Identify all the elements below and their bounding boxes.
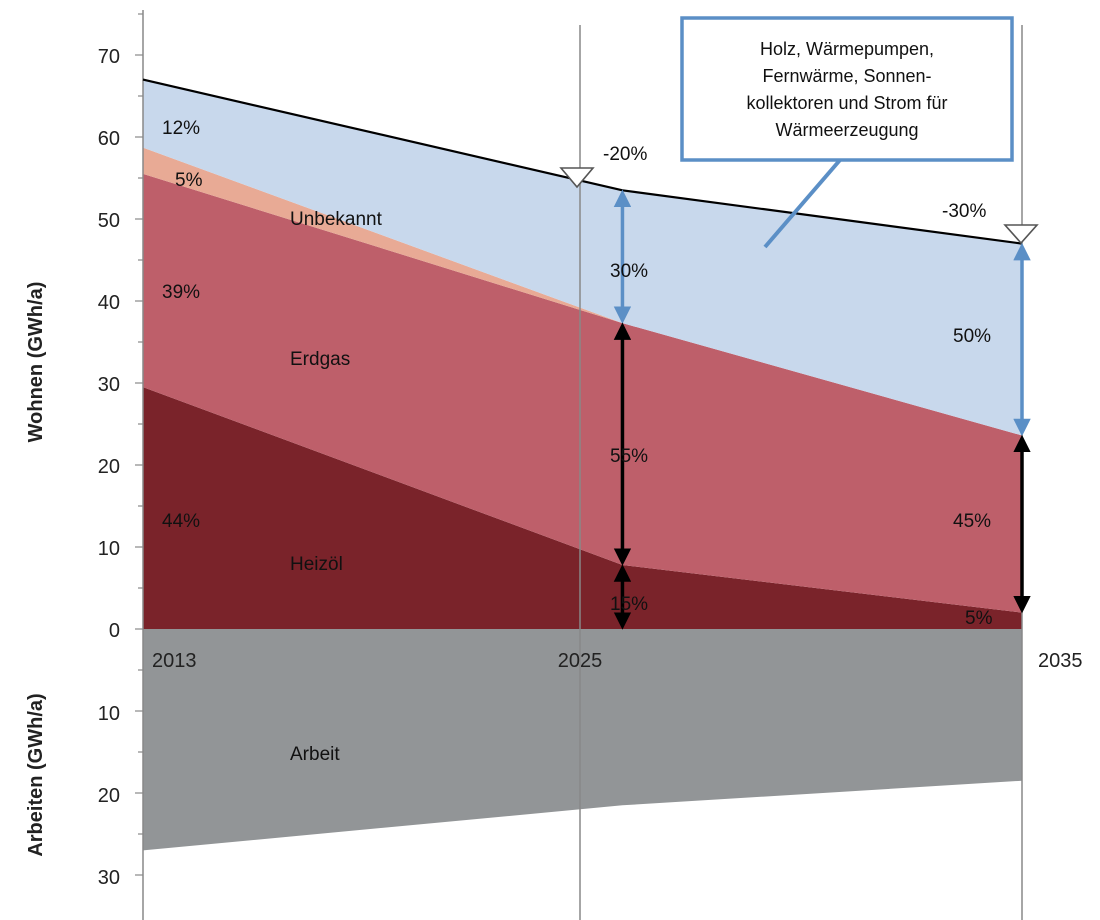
series-label-unbekannt: Unbekannt — [290, 209, 383, 230]
callout-pointer — [763, 158, 842, 249]
y-axis-label-bottom: Arbeiten (GWh/a) — [25, 693, 47, 856]
percent-label-2013-erdgas: 39% — [162, 282, 200, 303]
y-tick-label: 30 — [98, 374, 120, 396]
y-axis-ticks — [135, 13, 143, 876]
triangle-marker-2035 — [1003, 224, 1039, 245]
percent-label-2025-heizoel: 15% — [610, 594, 648, 615]
reduction-label-2035: -30% — [942, 201, 986, 222]
percent-label-2035-unbekannt: 50% — [953, 326, 991, 347]
percent-label-2013-heizoel: 44% — [162, 511, 200, 532]
y-tick-label: 60 — [98, 128, 120, 150]
x-tick-label-2035: 2035 — [1038, 650, 1083, 672]
y-tick-label: 10 — [98, 538, 120, 560]
y-tick-label-bottom: 20 — [98, 785, 120, 807]
percent-label-2035-erdgas: 45% — [953, 511, 991, 532]
percent-label-2025-erdgas: 55% — [610, 446, 648, 467]
y-tick-label: 20 — [98, 456, 120, 478]
percent-label-2013-peach: 5% — [175, 170, 203, 191]
y-tick-label: 0 — [109, 620, 120, 642]
series-label-heizoel: Heizöl — [290, 554, 343, 575]
percent-label-2035-heizoel: 5% — [965, 608, 993, 629]
callout-line-1: Holz, Wärmepumpen, — [760, 39, 934, 59]
x-tick-label-2025: 2025 — [558, 650, 603, 672]
reduction-label-2025: -20% — [603, 144, 647, 165]
callout-box — [680, 16, 1014, 162]
triangle-marker-2025 — [559, 167, 595, 189]
area-erdgas — [143, 173, 1022, 613]
series-label-arbeit: Arbeit — [290, 744, 340, 765]
y-tick-label: 50 — [98, 210, 120, 232]
area-unbekannt — [143, 79, 1022, 436]
percent-label-2025-unbekannt: 30% — [610, 261, 648, 282]
y-tick-label-bottom: 30 — [98, 867, 120, 889]
callout-line-2: Fernwärme, Sonnen- — [762, 66, 931, 86]
y-tick-label: 40 — [98, 292, 120, 314]
area-heizoel — [143, 387, 1022, 629]
y-tick-label: 70 — [98, 46, 120, 68]
callout-line-4: Wärmeerzeugung — [775, 120, 918, 140]
y-axis-label-top: Wohnen (GWh/a) — [25, 282, 47, 443]
area-arbeit — [143, 629, 1022, 851]
percent-label-2013-unbekannt: 12% — [162, 118, 200, 139]
series-label-erdgas: Erdgas — [290, 349, 350, 370]
callout-line-3: kollektoren und Strom für — [746, 93, 947, 113]
y-tick-label-bottom: 10 — [98, 703, 120, 725]
x-tick-label-2013: 2013 — [152, 650, 197, 672]
